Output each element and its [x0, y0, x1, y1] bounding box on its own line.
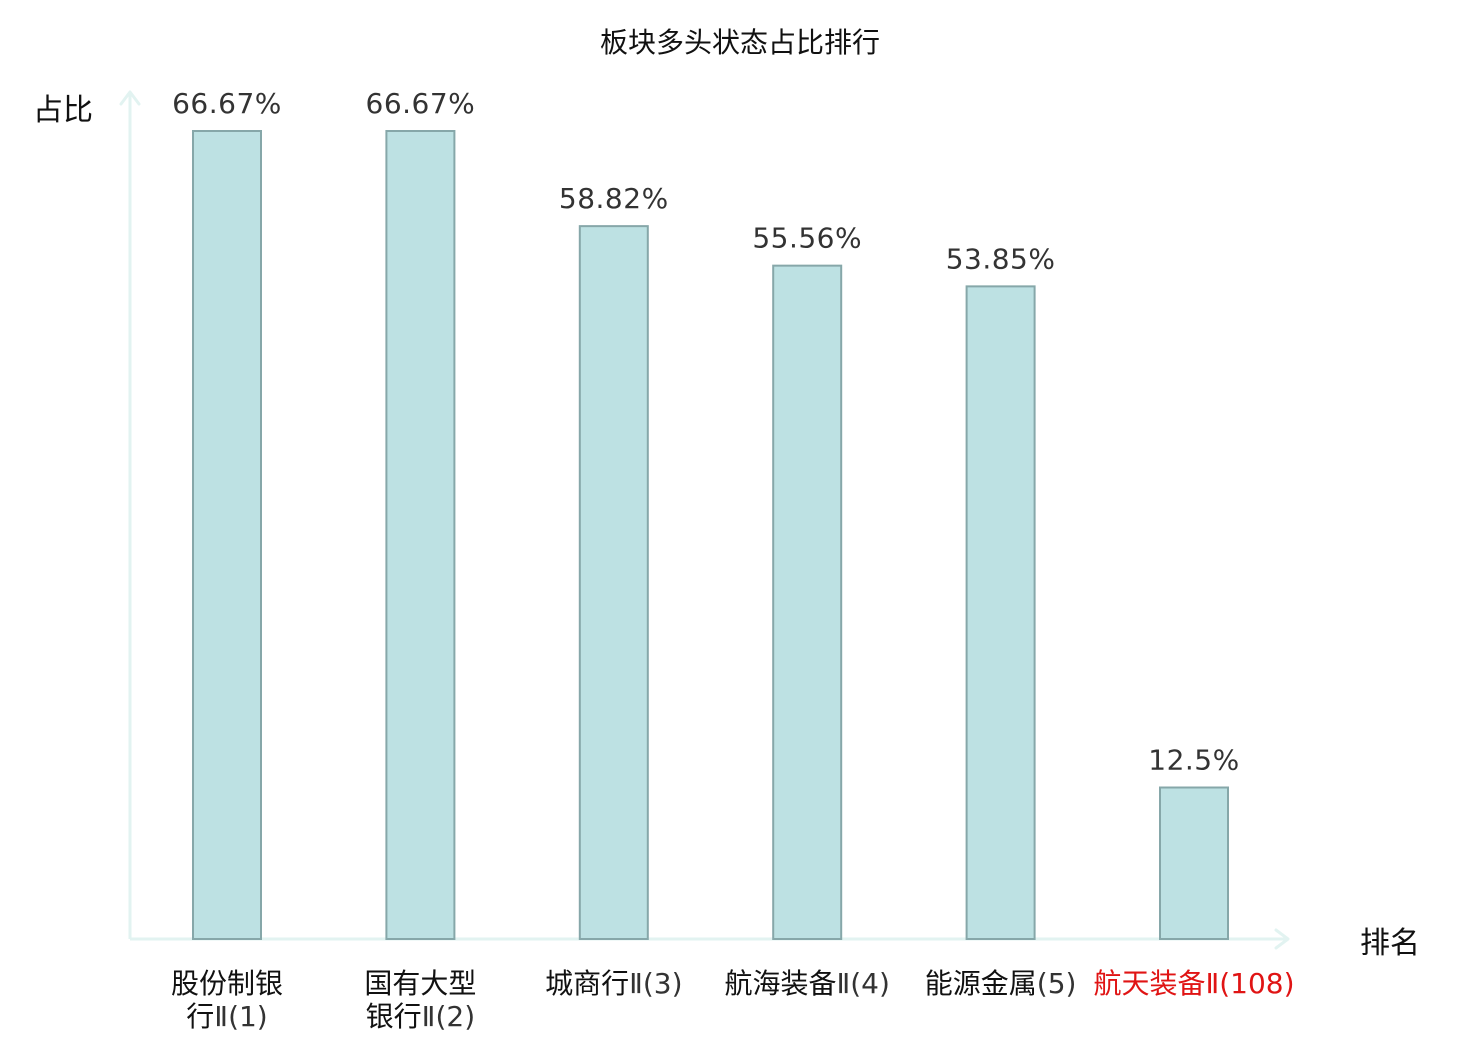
- value-labels: 66.67% 66.67% 58.82% 55.56% 53.85% 12.5%: [172, 87, 1239, 777]
- value-label: 53.85%: [946, 242, 1056, 275]
- value-label: 66.67%: [172, 87, 282, 120]
- category-label: 城商行Ⅱ(3): [545, 967, 682, 1000]
- category-label: 国有大型银行Ⅱ(2): [364, 967, 476, 1033]
- value-label: 58.82%: [559, 182, 669, 215]
- value-label: 66.67%: [366, 87, 476, 120]
- category-label: 航天装备Ⅱ(108): [1093, 967, 1294, 1000]
- bar: [192, 130, 262, 940]
- chart-title: 板块多头状态占比排行: [600, 26, 880, 59]
- axes: [119, 90, 1290, 950]
- bar: [578, 225, 649, 940]
- y-axis-arrow: [119, 90, 141, 106]
- y-axis-label: 占比: [33, 93, 93, 128]
- category-labels: 股份制银行Ⅱ(1) 国有大型银行Ⅱ(2) 城商行Ⅱ(3) 航海装备Ⅱ(4) 能源金属(5…: [171, 967, 1295, 1033]
- x-axis-label: 排名: [1360, 926, 1420, 961]
- bar: [1159, 786, 1229, 940]
- bar: [385, 130, 456, 940]
- category-label: 能源金属(5): [925, 967, 1077, 1000]
- category-label: 航海装备Ⅱ(4): [724, 967, 889, 1000]
- category-label: 股份制银行Ⅱ(1): [171, 967, 283, 1033]
- bar: [965, 285, 1036, 941]
- value-label: 55.56%: [752, 222, 862, 255]
- bars: [192, 130, 1229, 941]
- x-axis-arrow: [1274, 928, 1290, 950]
- bar: [772, 264, 843, 940]
- value-label: 12.5%: [1148, 744, 1239, 777]
